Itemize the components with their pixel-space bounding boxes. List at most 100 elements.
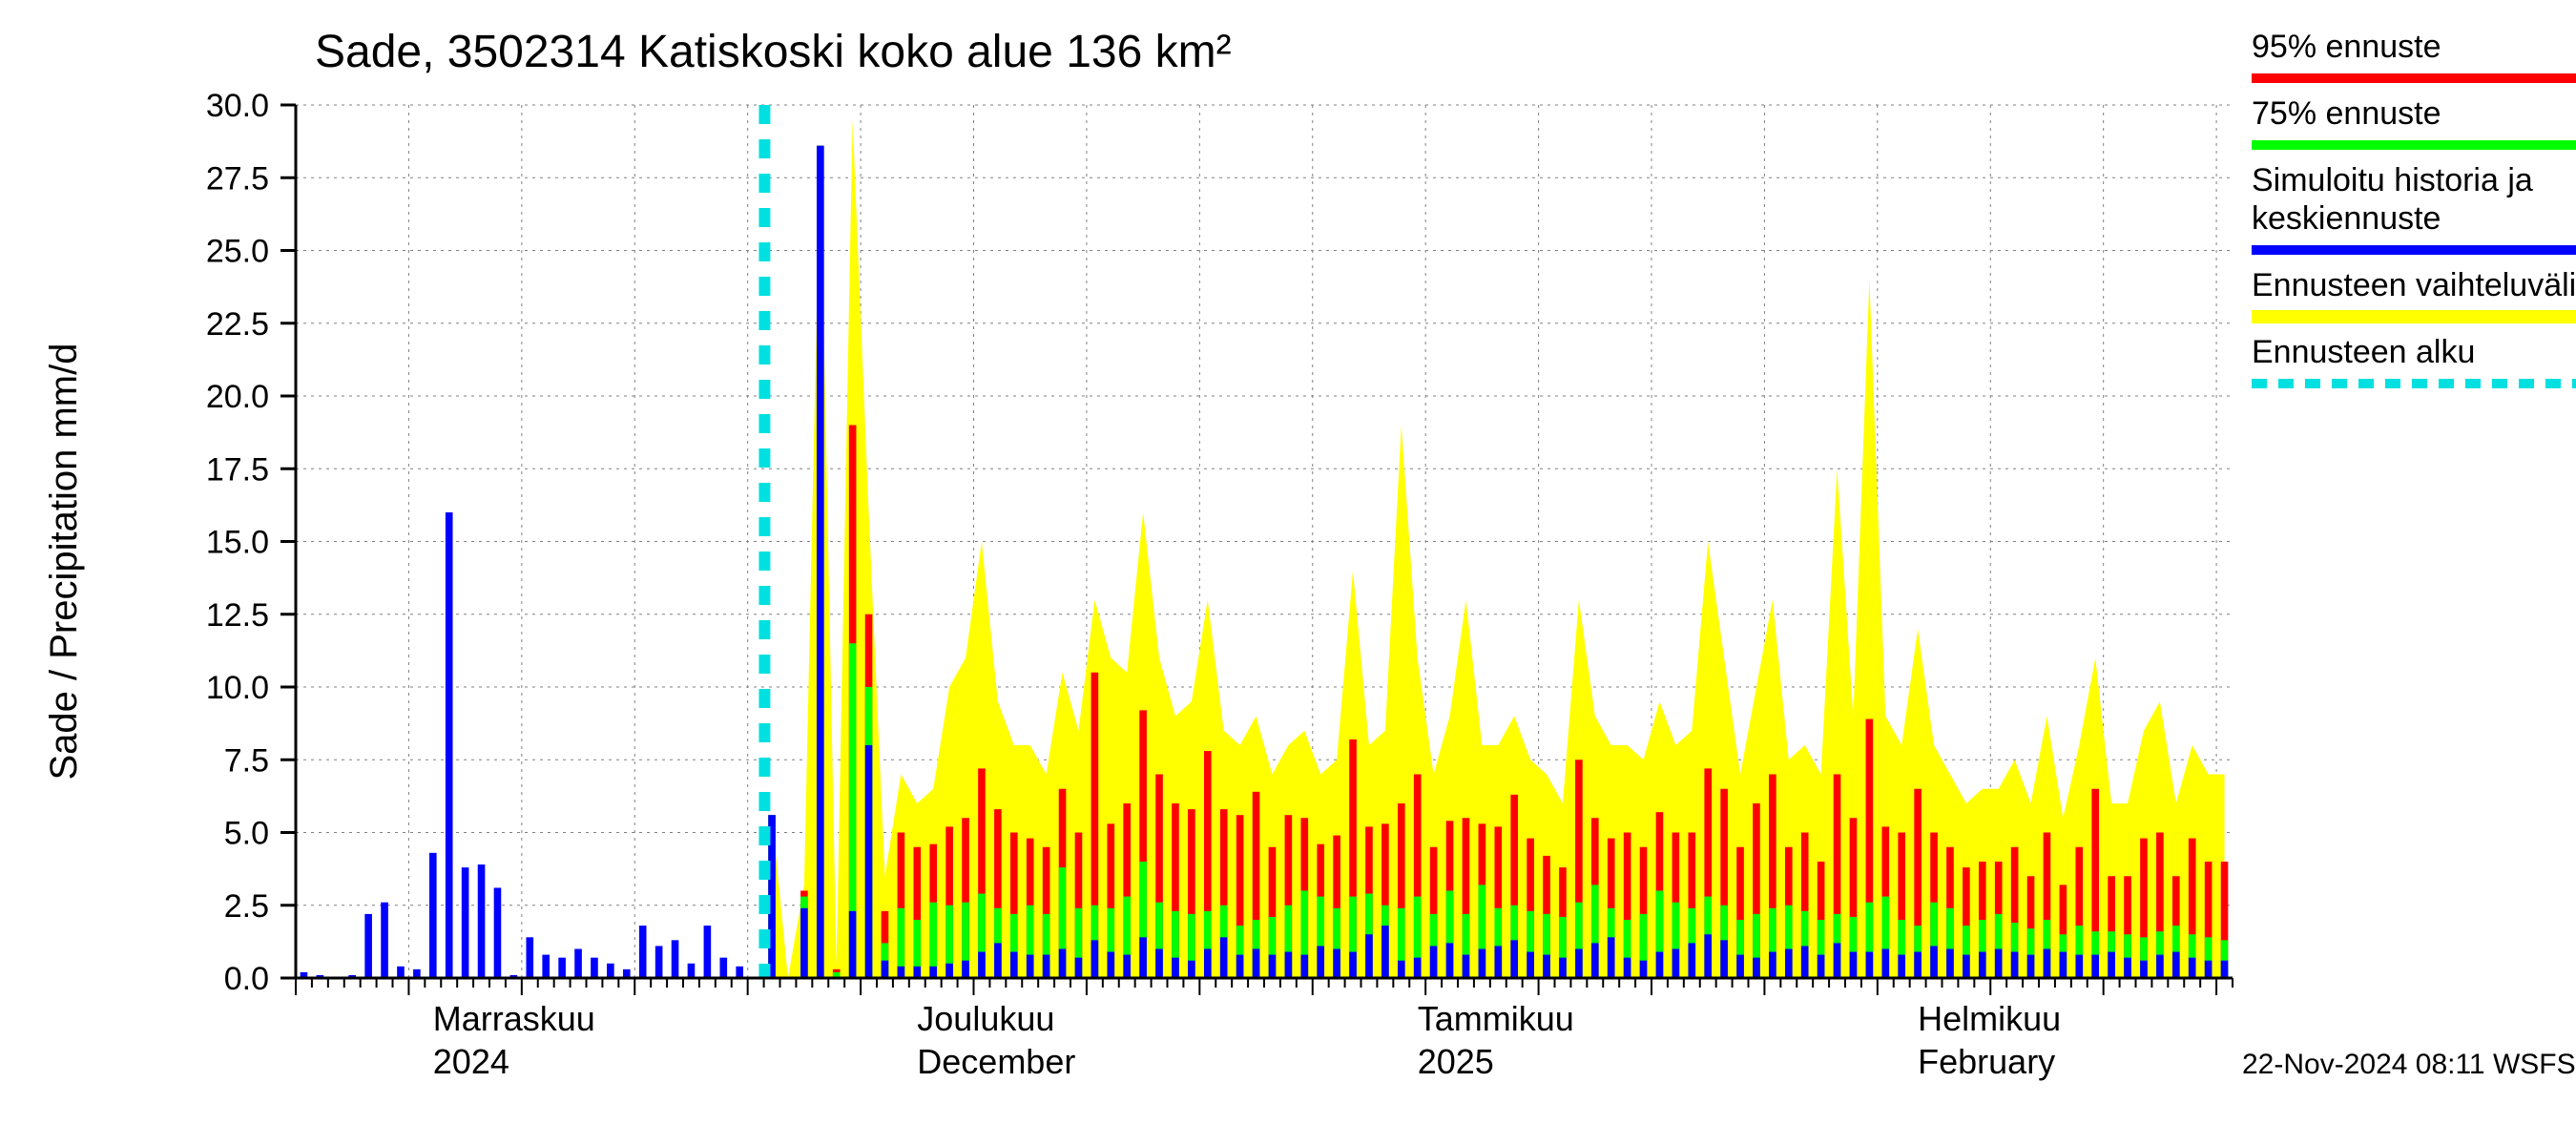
- history-bar: [688, 964, 696, 978]
- mean-bar: [1818, 955, 1825, 978]
- mean-bar: [1704, 934, 1712, 978]
- mean-bar: [1398, 961, 1405, 978]
- mean-bar: [1656, 952, 1664, 978]
- mean-bar: [1349, 952, 1357, 978]
- mean-bar: [1785, 949, 1793, 979]
- history-bar: [655, 946, 663, 978]
- month-sublabel: December: [917, 1042, 1075, 1081]
- mean-bar: [2124, 958, 2131, 978]
- history-bar: [542, 955, 550, 978]
- mean-bar: [1979, 952, 1986, 978]
- mean-bar: [1769, 952, 1776, 978]
- mean-bar: [1010, 952, 1018, 978]
- history-bar: [381, 903, 388, 978]
- month-label: Tammikuu: [1418, 999, 1574, 1038]
- mean-bar: [1494, 946, 1502, 978]
- legend-label: 75% ennuste: [2252, 95, 2441, 132]
- ytick-label: 10.0: [206, 670, 269, 706]
- ytick-label: 22.5: [206, 306, 269, 343]
- mean-bar: [1591, 943, 1599, 978]
- mean-bar: [1381, 926, 1389, 978]
- history-bar: [397, 967, 405, 978]
- mean-bar: [1333, 949, 1340, 979]
- timestamp: 22-Nov-2024 08:11 WSFS-O: [2242, 1049, 2576, 1080]
- precipitation-chart: 0.02.55.07.510.012.515.017.520.022.525.0…: [0, 0, 2576, 1145]
- mean-bar: [2027, 955, 2035, 978]
- mean-bar: [1914, 952, 1922, 978]
- history-bar: [494, 887, 502, 978]
- mean-bar: [994, 943, 1002, 978]
- mean-bar: [800, 908, 808, 978]
- mean-bar: [1300, 955, 1308, 978]
- mean-bar: [2075, 955, 2083, 978]
- mean-bar: [1043, 955, 1050, 978]
- legend-label: 95% ennuste: [2252, 29, 2441, 65]
- mean-bar: [898, 967, 905, 978]
- mean-bar: [1559, 958, 1567, 978]
- ytick-label: 27.5: [206, 160, 269, 197]
- mean-bar: [1510, 940, 1518, 978]
- mean-bar: [1123, 955, 1131, 978]
- legend-label: Ennusteen alku: [2252, 334, 2475, 370]
- mean-bar: [1091, 940, 1099, 978]
- ytick-label: 2.5: [224, 888, 269, 925]
- mean-bar: [1946, 949, 1954, 979]
- mean-bar: [1188, 961, 1195, 978]
- history-bar: [736, 967, 743, 978]
- mean-bar: [1608, 937, 1615, 978]
- mean-bar: [1688, 943, 1695, 978]
- mean-bar: [978, 952, 986, 978]
- chart-svg: 0.02.55.07.510.012.515.017.520.022.525.0…: [0, 0, 2576, 1145]
- mean-bar: [1834, 943, 1841, 978]
- mean-bar: [1898, 955, 1905, 978]
- mean-bar: [1430, 946, 1438, 978]
- history-bar: [639, 926, 647, 978]
- mean-bar: [1543, 955, 1550, 978]
- history-bar: [719, 958, 727, 978]
- mean-bar: [1995, 949, 2003, 979]
- ytick-label: 12.5: [206, 597, 269, 634]
- mean-bar: [1801, 946, 1809, 978]
- mean-bar: [1027, 955, 1034, 978]
- ytick-label: 20.0: [206, 379, 269, 415]
- mean-bar: [1155, 949, 1163, 979]
- mean-bar: [2108, 952, 2115, 978]
- history-bar: [591, 958, 598, 978]
- chart-title: Sade, 3502314 Katiskoski koko alue 136 k…: [315, 27, 1232, 77]
- mean-bar: [2044, 949, 2051, 979]
- ytick-label: 30.0: [206, 88, 269, 124]
- history-bar: [558, 958, 566, 978]
- mean-bar: [1172, 958, 1179, 978]
- mean-bar: [1930, 946, 1938, 978]
- legend-label: keskiennuste: [2252, 200, 2441, 237]
- mean-bar: [2156, 955, 2164, 978]
- ytick-label: 25.0: [206, 234, 269, 270]
- mean-bar: [913, 967, 921, 978]
- mean-bar: [1236, 955, 1244, 978]
- history-bar: [478, 864, 486, 978]
- mean-bar: [1253, 949, 1260, 979]
- mean-bar: [1059, 949, 1067, 979]
- mean-bar: [1365, 934, 1373, 978]
- mean-bar: [1866, 952, 1874, 978]
- month-sublabel: 2025: [1418, 1042, 1494, 1081]
- month-sublabel: February: [1918, 1042, 2055, 1081]
- mean-bar: [817, 146, 824, 978]
- ytick-label: 7.5: [224, 742, 269, 779]
- mean-bar: [1463, 955, 1470, 978]
- month-sublabel: 2024: [433, 1042, 509, 1081]
- history-bar: [462, 867, 469, 978]
- mean-bar: [1753, 958, 1760, 978]
- y-axis-label: Sade / Precipitation mm/d: [43, 344, 85, 781]
- history-bar: [364, 914, 372, 978]
- ytick-label: 5.0: [224, 816, 269, 852]
- mean-bar: [1963, 955, 1970, 978]
- mean-bar: [1640, 961, 1648, 978]
- mean-bar: [2221, 961, 2229, 978]
- month-label: Marraskuu: [433, 999, 595, 1038]
- mean-bar: [1850, 952, 1858, 978]
- ytick-label: 17.5: [206, 451, 269, 488]
- history-bar: [574, 949, 582, 979]
- ytick-label: 15.0: [206, 525, 269, 561]
- mean-bar: [945, 964, 953, 978]
